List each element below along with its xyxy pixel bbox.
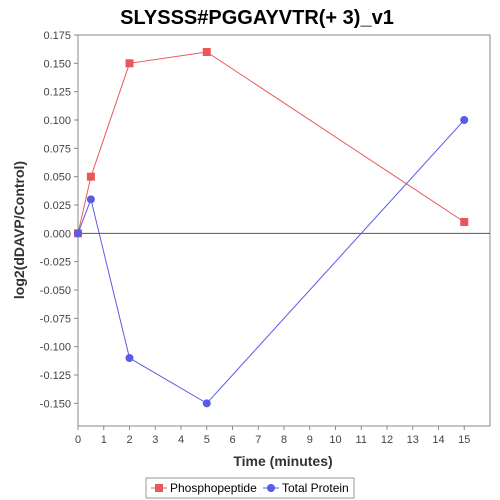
x-tick-label: 14 (432, 434, 444, 446)
x-tick-label: 5 (204, 434, 210, 446)
y-axis-ticks: 0.175 0.150 0.125 0.100 0.075 0.050 0.025 0.000… (40, 30, 78, 410)
x-axis-label: Time (minutes) (233, 453, 332, 469)
y-tick-label: -0.125 (40, 370, 71, 382)
x-tick-label: 8 (281, 434, 287, 446)
data-point-phosphopeptide (86, 172, 95, 181)
series-layer (74, 48, 469, 408)
x-tick-label: 15 (458, 434, 470, 446)
legend-box (145, 477, 355, 499)
data-point-phosphopeptide (202, 48, 211, 56)
x-axis-ticks: 0 1 2 3 4 5 6 7 8 9 10 11 12 13 14 15 (75, 426, 470, 446)
y-tick-label: 0.175 (43, 30, 71, 42)
legend-label-total-protein: Total Protein (282, 481, 349, 495)
data-point-total-protein (74, 229, 82, 238)
x-tick-label: 9 (307, 434, 313, 446)
y-tick-label: -0.100 (40, 342, 71, 354)
chart-title: SLYSSS#PGGAYVTR(+ 3)_v1 (120, 7, 394, 29)
y-tick-label: 0.125 (43, 87, 71, 99)
y-tick-label: -0.150 (40, 398, 71, 410)
data-point-total-protein (202, 399, 211, 408)
data-point-total-protein (86, 195, 95, 204)
data-point-total-protein (125, 354, 134, 362)
legend-marker-total-protein (267, 484, 275, 492)
x-tick-label: 10 (329, 434, 341, 446)
x-tick-label: 6 (229, 434, 235, 446)
y-tick-label: 0.050 (43, 172, 71, 184)
data-point-total-protein (460, 116, 469, 124)
legend-label-phosphopeptide: Phosphopeptide (170, 481, 257, 495)
x-tick-label: 13 (407, 434, 419, 446)
x-tick-label: 2 (126, 434, 132, 446)
x-tick-label: 1 (101, 434, 107, 446)
y-tick-label: -0.050 (40, 285, 71, 297)
y-tick-label: -0.025 (40, 257, 71, 269)
data-point-phosphopeptide (125, 59, 134, 68)
plot-area (77, 34, 491, 427)
y-tick-label: 0.000 (43, 228, 71, 240)
y-axis-label: log2(dDAVP/Control) (11, 161, 27, 299)
x-tick-label: 4 (178, 434, 184, 446)
x-tick-label: 0 (75, 434, 81, 446)
y-tick-label: 0.075 (43, 143, 71, 155)
legend-marker-phosphopeptide (155, 484, 163, 492)
data-point-phosphopeptide (460, 218, 469, 226)
x-tick-label: 11 (356, 434, 367, 446)
y-tick-label: 0.100 (43, 115, 71, 127)
y-tick-label: -0.075 (40, 313, 71, 325)
x-tick-label: 3 (152, 434, 158, 446)
x-tick-label: 12 (381, 434, 393, 446)
x-tick-label: 7 (255, 434, 261, 446)
legend: Phosphopeptide Total Protein (145, 477, 355, 499)
y-tick-label: 0.025 (43, 200, 71, 212)
y-tick-label: 0.150 (43, 58, 71, 70)
